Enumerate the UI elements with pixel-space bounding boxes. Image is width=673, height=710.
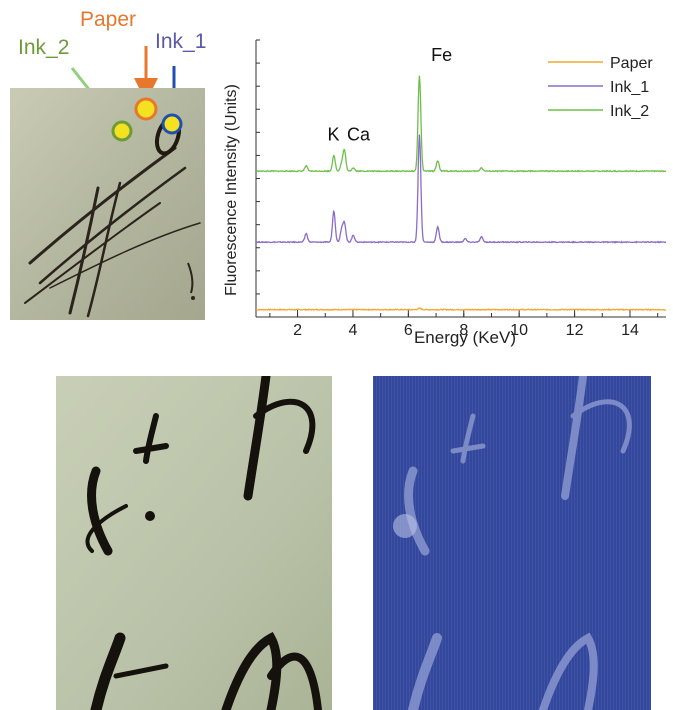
legend-label: Ink_1 [610, 79, 649, 96]
peak-annotations: K Ca Fe [328, 45, 453, 145]
x-tick-label: 6 [404, 322, 413, 339]
peak-label: K [328, 124, 340, 144]
x-tick-label: 2 [293, 322, 302, 339]
visible-light-photo [56, 376, 332, 710]
peak-label: Fe [431, 45, 452, 65]
x-tick-label: 4 [349, 322, 358, 339]
x-tick-labels: 2 4 6 8 10 12 14 [293, 322, 639, 339]
sampling-markers [111, 97, 183, 142]
x-tick-label: 12 [566, 322, 584, 339]
x-axis-label: Energy (KeV) [414, 328, 516, 347]
series-line-paper [255, 307, 667, 312]
callout-paper: Paper [80, 8, 137, 31]
series-line-ink_2 [255, 75, 667, 173]
marker-ink-1 [161, 113, 183, 135]
marker-ink-2 [111, 120, 133, 142]
legend-label: Ink_2 [610, 103, 649, 120]
marker-paper [134, 97, 158, 121]
y-axis-label: Fluorescence Intensity (Units) [223, 84, 240, 296]
x-tick-label: 10 [510, 322, 528, 339]
legend-label: Paper [610, 55, 653, 72]
uv-fluorescence-photo [373, 376, 651, 710]
x-tick-label: 14 [621, 322, 639, 339]
legend: Paper Ink_1 Ink_2 [548, 55, 653, 120]
series-line-ink_1 [255, 134, 667, 244]
plot-axes [255, 39, 666, 318]
x-tick-label: 8 [459, 322, 468, 339]
callout-ink-1: Ink_1 [155, 30, 207, 53]
callout-ink-2: Ink_2 [18, 36, 70, 59]
xrf-spectrum-chart: 2 4 6 8 10 12 14 K Ca Fe Paper Ink_1 Ink_2 Energy … [223, 39, 667, 347]
plot-series [255, 75, 667, 312]
peak-label: Ca [347, 124, 371, 144]
